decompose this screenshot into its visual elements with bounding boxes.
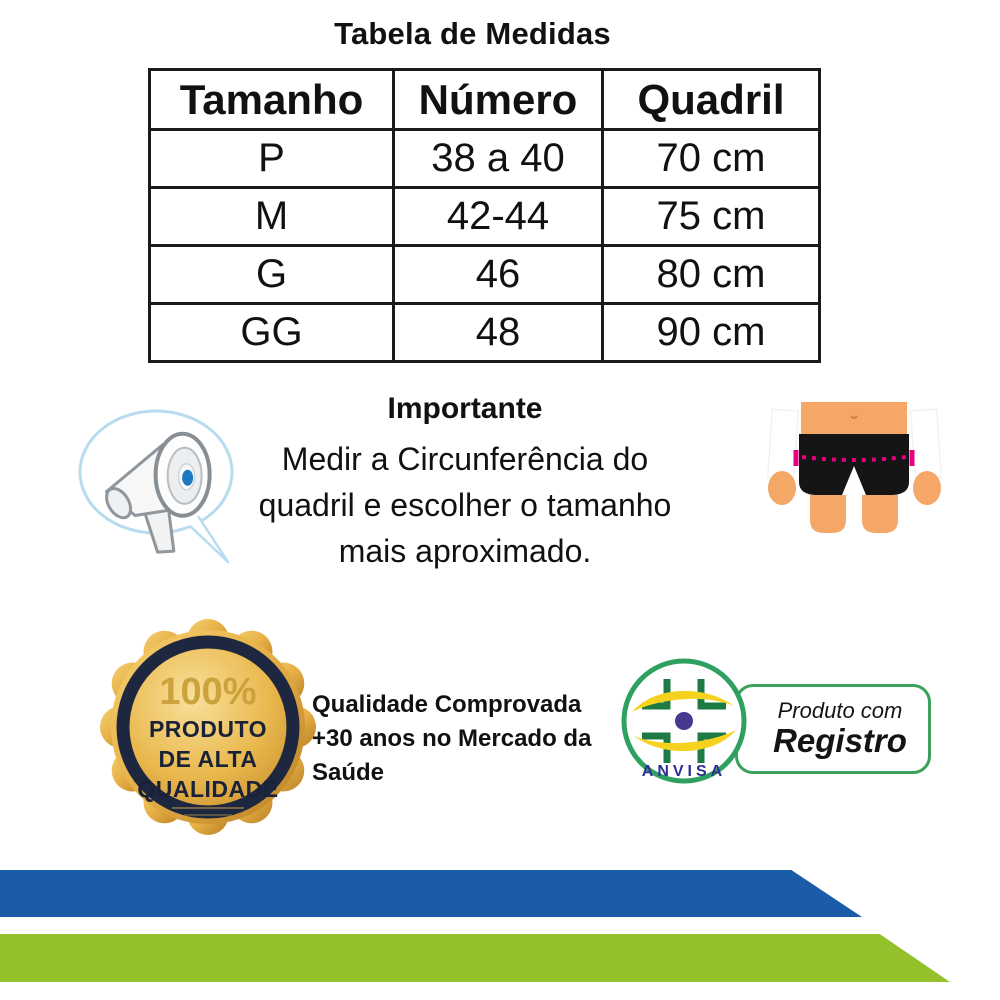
- quality-line-3: Saúde: [312, 759, 385, 786]
- cell-hip: 90 cm: [601, 302, 821, 363]
- seal-line-3: QUALIDADE: [137, 776, 278, 802]
- cell-number: 42-44: [392, 186, 604, 247]
- seal-line-1: PRODUTO: [149, 716, 267, 742]
- header-numero: Número: [392, 68, 604, 131]
- anvisa-cross: [642, 679, 726, 763]
- table-row: G 46 80 cm: [148, 244, 821, 305]
- header-quadril: Quadril: [601, 68, 821, 131]
- quality-line-1: Qualidade Comprovada: [312, 691, 582, 718]
- badge-line-1: Produto com: [777, 698, 903, 723]
- size-table-header-row: Tamanho Número Quadril: [148, 68, 821, 131]
- quality-claim-text: Qualidade Comprovada +30 anos no Mercado…: [312, 688, 622, 790]
- seal-percent: 100%: [159, 671, 256, 713]
- cell-size: P: [148, 128, 395, 189]
- table-row: M 42-44 75 cm: [148, 186, 821, 247]
- page-title: Tabela de Medidas: [334, 16, 611, 51]
- registro-badge: Produto com Registro: [735, 684, 931, 774]
- cell-number: 48: [392, 302, 604, 363]
- anvisa-swoosh-bottom: [634, 730, 736, 752]
- importante-heading: Importante: [387, 392, 543, 425]
- megaphone-icon: [78, 409, 234, 564]
- hips-measure-illustration: [767, 402, 942, 533]
- table-row: GG 48 90 cm: [148, 302, 821, 363]
- size-table: Tamanho Número Quadril P 38 a 40 70 cm M…: [148, 68, 821, 363]
- seal-line-2: DE ALTA: [159, 746, 258, 772]
- anvisa-label: ANVISA: [642, 763, 726, 780]
- anvisa-swoosh-top: [632, 690, 734, 712]
- cell-size: GG: [148, 302, 395, 363]
- cell-number: 46: [392, 244, 604, 305]
- cell-number: 38 a 40: [392, 128, 604, 189]
- table-row: P 38 a 40 70 cm: [148, 128, 821, 189]
- cell-hip: 70 cm: [601, 128, 821, 189]
- stripe-green: [0, 934, 950, 982]
- cell-hip: 80 cm: [601, 244, 821, 305]
- anvisa-logo: ANVISA: [621, 658, 747, 784]
- quality-seal: 100% PRODUTO DE ALTA QUALIDADE: [100, 619, 316, 835]
- importante-text: Medir a Circunferência do quadril e esco…: [258, 441, 672, 569]
- cell-size: G: [148, 244, 395, 305]
- badge-line-2: Registro: [773, 722, 907, 759]
- stripe-blue: [0, 870, 862, 917]
- cell-hip: 75 cm: [601, 186, 821, 247]
- anvisa-center-dot: [675, 712, 693, 730]
- quality-line-2: +30 anos no Mercado da: [312, 725, 592, 752]
- header-tamanho: Tamanho: [148, 68, 395, 131]
- cell-size: M: [148, 186, 395, 247]
